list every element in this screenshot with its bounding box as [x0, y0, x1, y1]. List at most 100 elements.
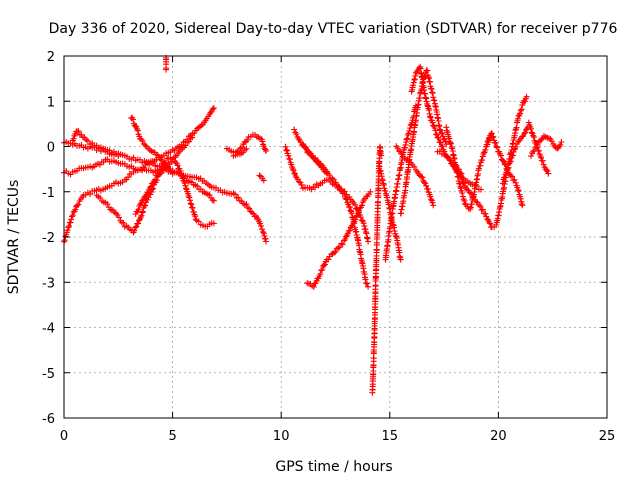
data-point [146, 161, 153, 168]
x-tick-label: 20 [490, 429, 507, 444]
data-point [470, 194, 477, 200]
data-point [443, 152, 450, 159]
data-point [478, 186, 484, 193]
data-point [291, 126, 298, 133]
data-point [65, 224, 72, 231]
data-point [210, 220, 217, 227]
data-point [157, 156, 164, 163]
data-point [356, 207, 363, 214]
data-point [188, 201, 195, 208]
data-point [459, 190, 466, 196]
data-point [429, 119, 436, 126]
data-point [438, 129, 445, 136]
data-point [357, 214, 364, 221]
data-point [539, 157, 546, 164]
data-point [256, 172, 263, 179]
data-point [67, 219, 74, 226]
data-point [260, 230, 267, 237]
data-point [132, 224, 139, 231]
data-point [210, 105, 217, 111]
data-point [133, 223, 140, 230]
data-point [443, 124, 450, 131]
data-point [120, 220, 127, 226]
data-point [182, 182, 189, 189]
data-point [289, 165, 296, 172]
data-point [407, 125, 414, 132]
data-point [209, 106, 216, 113]
data-point [459, 193, 466, 200]
data-point [162, 159, 169, 166]
data-point [331, 249, 338, 256]
data-point [134, 127, 141, 134]
data-point [538, 136, 545, 143]
data-point [429, 199, 436, 206]
data-point [246, 205, 253, 212]
data-point [423, 182, 430, 189]
y-tick-label: -4 [42, 322, 55, 337]
data-point [433, 131, 440, 138]
data-point [377, 167, 383, 174]
data-point [501, 161, 508, 167]
plot-frame [63, 55, 608, 419]
data-point [500, 158, 507, 165]
data-point [360, 220, 367, 227]
data-point [364, 280, 370, 287]
data-point [138, 212, 145, 219]
data-point [243, 145, 250, 152]
data-point [179, 172, 185, 179]
data-point [507, 158, 514, 165]
data-point [499, 180, 506, 187]
data-point [482, 146, 489, 153]
data-point [447, 140, 454, 146]
data-point [456, 170, 463, 177]
data-point [530, 134, 537, 141]
data-point [113, 210, 120, 217]
data-point [558, 139, 565, 145]
data-point [346, 227, 353, 234]
data-point [244, 136, 251, 143]
data-point [514, 115, 521, 122]
data-point [494, 144, 501, 151]
data-point [155, 170, 162, 177]
data-point [182, 142, 189, 149]
data-point [189, 134, 196, 141]
data-point [130, 116, 137, 123]
data-point [545, 170, 552, 177]
data-point [501, 174, 508, 181]
data-point [419, 174, 426, 181]
data-point [64, 227, 71, 234]
chart-title: Day 336 of 2020, Sidereal Day-to-day VTE… [49, 21, 618, 37]
data-point [375, 162, 382, 169]
data-point [489, 133, 496, 140]
data-point [468, 190, 474, 197]
data-point [394, 145, 401, 152]
data-point [125, 174, 132, 181]
data-point [341, 237, 348, 244]
data-point [187, 197, 193, 204]
data-point [428, 196, 435, 203]
data-point [111, 209, 118, 216]
data-point [412, 72, 419, 79]
data-point [188, 204, 195, 211]
data-point [410, 82, 417, 89]
data-point [186, 194, 193, 201]
data-point [502, 161, 509, 168]
data-point [163, 66, 170, 73]
data-point [325, 256, 332, 263]
data-point [515, 187, 522, 194]
data-point [497, 152, 504, 159]
data-point [404, 135, 411, 142]
data-point [522, 129, 529, 136]
data-point [352, 216, 359, 223]
data-point [395, 148, 402, 154]
data-point [493, 143, 500, 150]
data-point [380, 181, 387, 188]
data-point [74, 202, 80, 209]
data-point [421, 179, 428, 186]
data-point [192, 213, 199, 220]
x-tick-label: 5 [168, 429, 176, 444]
data-point [402, 141, 409, 148]
data-point [301, 143, 308, 150]
x-tick-label: 25 [599, 429, 616, 444]
data-point [263, 238, 269, 245]
